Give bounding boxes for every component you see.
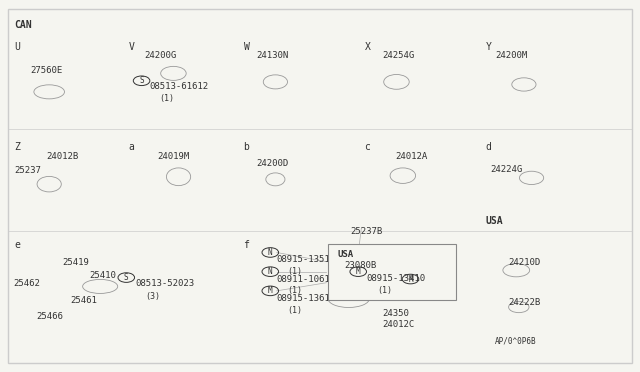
Text: N: N — [268, 267, 273, 276]
Text: 08513-52023: 08513-52023 — [135, 279, 195, 288]
Text: 08513-61612: 08513-61612 — [149, 82, 209, 91]
Text: 24019M: 24019M — [157, 152, 189, 161]
Text: 24254G: 24254G — [383, 51, 415, 60]
Text: (1): (1) — [378, 286, 392, 295]
Text: 25462: 25462 — [13, 279, 40, 288]
Text: CAN: CAN — [14, 20, 32, 30]
Text: AP/0^0P6B: AP/0^0P6B — [495, 337, 537, 346]
Text: 24200M: 24200M — [495, 51, 527, 60]
Text: 25410: 25410 — [90, 271, 116, 280]
Text: b: b — [244, 142, 250, 152]
Text: (1): (1) — [287, 286, 302, 295]
Text: M: M — [408, 275, 413, 283]
Text: 25419: 25419 — [62, 258, 89, 267]
Text: a: a — [129, 142, 134, 152]
Text: 24222B: 24222B — [508, 298, 540, 307]
Text: M: M — [268, 286, 273, 295]
Text: M: M — [356, 267, 360, 276]
Text: U: U — [14, 42, 20, 52]
Text: 27560E: 27560E — [30, 66, 62, 75]
Text: Y: Y — [486, 42, 492, 52]
Text: W: W — [244, 42, 250, 52]
Text: 24130N: 24130N — [256, 51, 289, 60]
Text: 25237B: 25237B — [351, 227, 383, 236]
Text: 08915-13410: 08915-13410 — [366, 274, 425, 283]
Text: 25237: 25237 — [14, 166, 41, 175]
Text: V: V — [129, 42, 134, 52]
Text: N: N — [268, 248, 273, 257]
Text: 24350: 24350 — [383, 309, 410, 318]
FancyBboxPatch shape — [8, 9, 632, 363]
Text: USA: USA — [486, 215, 503, 225]
Text: 24012C: 24012C — [383, 320, 415, 328]
Text: 24210D: 24210D — [508, 258, 540, 267]
Text: 08915-13510: 08915-13510 — [276, 256, 336, 264]
Text: 25466: 25466 — [36, 312, 63, 321]
Text: 24012B: 24012B — [46, 152, 78, 161]
Text: S: S — [124, 273, 129, 282]
Text: c: c — [365, 142, 371, 152]
Text: 08911-10610: 08911-10610 — [276, 275, 336, 283]
FancyBboxPatch shape — [328, 244, 456, 300]
Text: 24200D: 24200D — [256, 160, 289, 169]
Text: e: e — [14, 240, 20, 250]
Text: 24012A: 24012A — [395, 152, 428, 161]
Text: 24224G: 24224G — [491, 164, 523, 174]
Text: d: d — [486, 142, 492, 152]
Text: X: X — [365, 42, 371, 52]
Text: f: f — [244, 240, 250, 250]
Text: Z: Z — [14, 142, 20, 152]
Text: (1): (1) — [287, 267, 302, 276]
Text: S: S — [140, 76, 144, 85]
Text: (1): (1) — [287, 306, 302, 315]
Text: 24200G: 24200G — [145, 51, 177, 60]
Text: 08915-13610: 08915-13610 — [276, 294, 336, 303]
Text: 23080B: 23080B — [344, 260, 376, 270]
Text: (3): (3) — [145, 292, 160, 301]
Text: 25461: 25461 — [70, 296, 97, 305]
Text: (1): (1) — [159, 94, 175, 103]
Text: USA: USA — [338, 250, 354, 259]
